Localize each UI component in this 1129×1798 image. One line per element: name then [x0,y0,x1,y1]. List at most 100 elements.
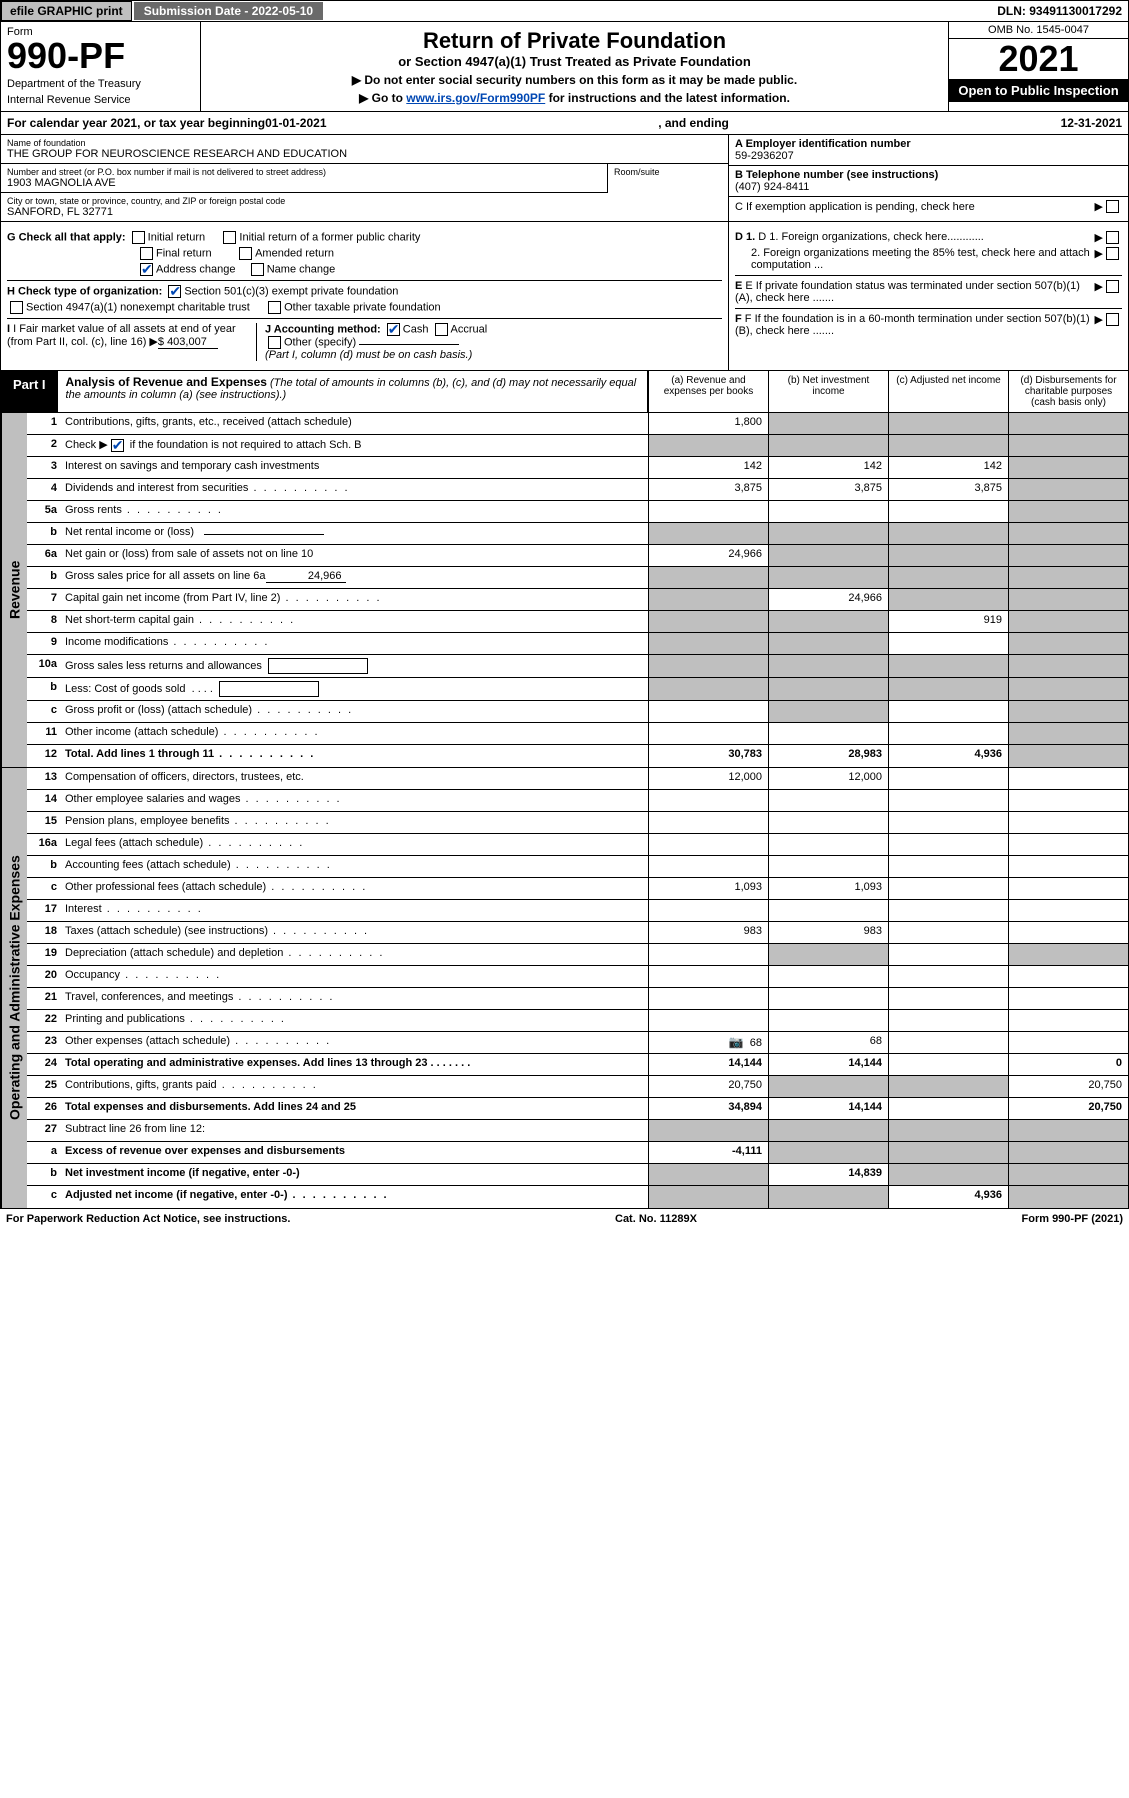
row-7: Capital gain net income (from Part IV, l… [61,589,648,610]
form-title: Return of Private Foundation [211,28,938,54]
cash-checkbox[interactable] [387,323,400,336]
address-change-checkbox[interactable] [140,263,153,276]
attachment-icon[interactable]: 📷 [729,1035,744,1049]
4947-checkbox[interactable] [10,301,23,314]
efile-print-button[interactable]: efile GRAPHIC print [1,1,132,21]
expenses-section: Operating and Administrative Expenses 13… [0,768,1129,1209]
phone-label: B Telephone number (see instructions) [735,169,938,181]
row-22: Printing and publications [61,1010,648,1031]
tax-year-begin: 01-01-2021 [265,116,326,130]
row-15: Pension plans, employee benefits [61,812,648,833]
row-11: Other income (attach schedule) [61,723,648,744]
name-change-checkbox[interactable] [251,263,264,276]
501c3-checkbox[interactable] [168,285,181,298]
form-footer: Form 990-PF (2021) [1022,1213,1124,1225]
row-9: Income modifications [61,633,648,654]
open-inspection: Open to Public Inspection [949,79,1128,102]
top-bar: efile GRAPHIC print Submission Date - 20… [0,0,1129,22]
row-17: Interest [61,900,648,921]
85-test-checkbox[interactable] [1106,247,1119,260]
section-f: F F If the foundation is in a 60-month t… [735,308,1122,337]
exemption-pending-checkbox[interactable] [1106,200,1119,213]
goto-note: ▶ Go to www.irs.gov/Form990PF for instru… [211,91,938,105]
dept-treasury: Department of the Treasury [7,78,194,90]
room-suite-label: Room/suite [608,164,728,193]
phone: (407) 924-8411 [735,181,1122,193]
header-right: OMB No. 1545-0047 2021 Open to Public In… [948,22,1128,111]
address-label: Number and street (or P.O. box number if… [7,167,601,177]
irs-link[interactable]: www.irs.gov/Form990PF [406,91,545,105]
cat-no: Cat. No. 11289X [615,1213,697,1225]
check-section: G Check all that apply: Initial return I… [0,222,1129,371]
other-taxable-checkbox[interactable] [268,301,281,314]
form-number: 990-PF [7,38,194,74]
page-footer: For Paperwork Reduction Act Notice, see … [0,1209,1129,1229]
schb-checkbox[interactable] [111,439,124,452]
row-4: Dividends and interest from securities [61,479,648,500]
irs-label: Internal Revenue Service [7,94,194,106]
expenses-side-label: Operating and Administrative Expenses [1,768,27,1208]
col-c-header: (c) Adjusted net income [888,371,1008,412]
revenue-section: Revenue 1Contributions, gifts, grants, e… [0,413,1129,768]
other-specify-checkbox[interactable] [268,336,281,349]
row-21: Travel, conferences, and meetings [61,988,648,1009]
accrual-checkbox[interactable] [435,323,448,336]
row-18: Taxes (attach schedule) (see instruction… [61,922,648,943]
row-10a: Gross sales less returns and allowances [61,655,648,677]
col-d-header: (d) Disbursements for charitable purpose… [1008,371,1128,412]
foundation-name: THE GROUP FOR NEUROSCIENCE RESEARCH AND … [7,148,722,160]
part1-desc: Analysis of Revenue and Expenses (The to… [58,371,647,412]
section-i: I I Fair market value of all assets at e… [7,323,257,361]
row-26: Total expenses and disbursements. Add li… [61,1098,648,1119]
row-14: Other employee salaries and wages [61,790,648,811]
row-19: Depreciation (attach schedule) and deple… [61,944,648,965]
ein: 59-2936207 [735,150,1122,162]
section-j: J Accounting method: Cash Accrual Other … [257,323,722,361]
row-16a: Legal fees (attach schedule) [61,834,648,855]
amended-return-checkbox[interactable] [239,247,252,260]
final-return-checkbox[interactable] [140,247,153,260]
row-10c: Gross profit or (loss) (attach schedule) [61,701,648,722]
60-month-checkbox[interactable] [1106,313,1119,326]
row-25: Contributions, gifts, grants paid [61,1076,648,1097]
row-2: Check ▶ if the foundation is not require… [61,435,648,456]
row-5a: Gross rents [61,501,648,522]
row-23: Other expenses (attach schedule) [61,1032,648,1053]
initial-return-checkbox[interactable] [132,231,145,244]
section-e: E E If private foundation status was ter… [735,275,1122,304]
row-27: Subtract line 26 from line 12: [61,1120,648,1141]
form-subtitle: or Section 4947(a)(1) Trust Treated as P… [211,54,938,69]
row-12: Total. Add lines 1 through 11 [61,745,648,767]
fmv-value: $ 403,007 [158,336,218,349]
row-27b: Net investment income (if negative, ente… [61,1164,648,1185]
terminated-checkbox[interactable] [1106,280,1119,293]
ssn-warning: ▶ Do not enter social security numbers o… [211,73,938,87]
section-d2: 2. Foreign organizations meeting the 85%… [735,247,1122,271]
entity-info: Name of foundation THE GROUP FOR NEUROSC… [0,135,1129,222]
dln: DLN: 93491130017292 [991,2,1128,20]
city-label: City or town, state or province, country… [7,196,722,206]
header-center: Return of Private Foundation or Section … [201,22,948,111]
row-24: Total operating and administrative expen… [61,1054,648,1075]
row-1: Contributions, gifts, grants, etc., rece… [61,413,648,434]
row-16b: Accounting fees (attach schedule) [61,856,648,877]
header-left: Form 990-PF Department of the Treasury I… [1,22,201,111]
form-header: Form 990-PF Department of the Treasury I… [0,22,1129,112]
revenue-side-label: Revenue [1,413,27,767]
part1-label: Part I [1,371,58,412]
exemption-pending-label: C If exemption application is pending, c… [735,201,1095,213]
section-g: G Check all that apply: Initial return I… [7,231,722,244]
foundation-name-label: Name of foundation [7,138,722,148]
col-a-header: (a) Revenue and expenses per books [648,371,768,412]
row-20: Occupancy [61,966,648,987]
ein-label: A Employer identification number [735,138,911,150]
part1-header: Part I Analysis of Revenue and Expenses … [0,371,1129,413]
foreign-org-checkbox[interactable] [1106,231,1119,244]
address: 1903 MAGNOLIA AVE [7,177,601,189]
row-5b: Net rental income or (loss) [61,523,648,544]
row-13: Compensation of officers, directors, tru… [61,768,648,789]
section-h: H Check type of organization: Section 50… [7,280,722,298]
row-6b: Gross sales price for all assets on line… [61,567,648,588]
initial-former-checkbox[interactable] [223,231,236,244]
calendar-year-row: For calendar year 2021, or tax year begi… [0,112,1129,135]
